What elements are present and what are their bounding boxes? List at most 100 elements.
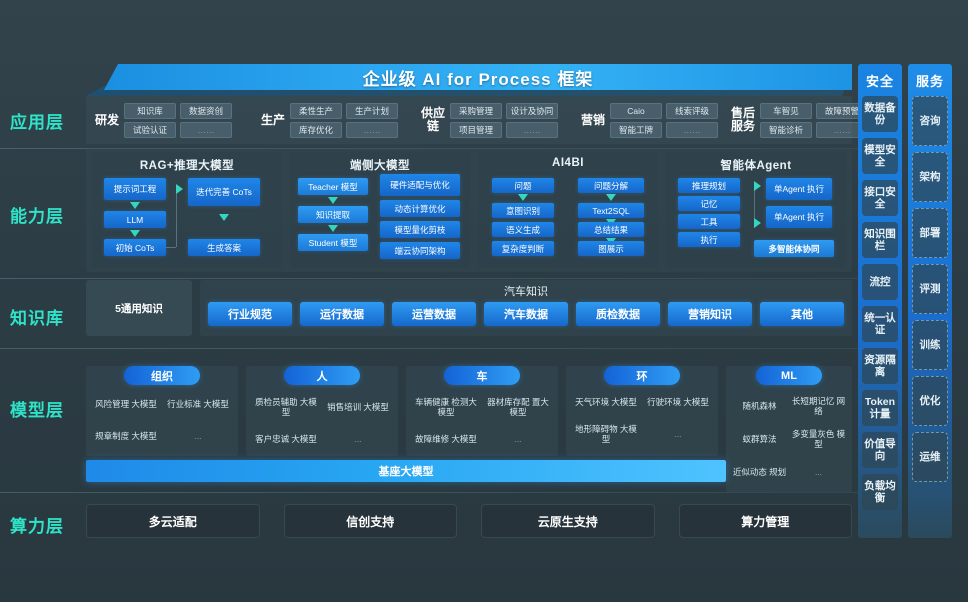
model-card-ml[interactable]: ML 随机森林 长短期记忆 网络 蚁群算法 多变量灰色 模型 近似动态 规划 .… [726,366,852,492]
capability-panel-rag[interactable]: RAG+推理大模型 提示词工程 LLM 初始 CoTs 迭代完善 CoTs 生成… [92,152,282,268]
node-box[interactable]: 记忆 [678,196,740,211]
app-chip[interactable]: 试验认证 [124,121,176,138]
model-card-vehicle[interactable]: 车 车辆健康 检测大模型 器材库存配 置大模型 故障维修 大模型 ... [406,366,558,456]
model-cell[interactable]: 天气环境 大模型 [575,396,637,407]
node-box[interactable]: Teacher 模型 [298,178,368,195]
app-chip-more[interactable]: …… [180,121,232,138]
service-item[interactable]: 咨询 [912,96,948,146]
security-item[interactable]: 模型安全 [862,138,898,174]
app-chip[interactable]: 生产计划 [346,102,398,119]
app-group-production[interactable]: 生产 柔性生产 库存优化 生产计划 …… [252,96,412,144]
app-chip[interactable]: 数据资创 [180,102,232,119]
model-cell[interactable]: 故障维修 大模型 [415,433,477,444]
model-cell[interactable]: 销售培训 大模型 [327,401,389,412]
security-item[interactable]: 数据备份 [862,96,898,132]
model-cell-more[interactable]: ... [194,431,202,441]
model-cell-more[interactable]: ... [354,433,362,444]
compute-chip[interactable]: 云原生支持 [481,504,655,538]
node-box[interactable]: 问题 [492,178,554,193]
node-box[interactable]: Student 模型 [298,234,368,251]
knowledge-chip[interactable]: 汽车数据 [484,302,568,326]
app-chip[interactable]: 车智见 [760,102,812,119]
general-knowledge-box[interactable]: 5通用知识 [86,280,192,336]
node-box[interactable]: 问题分解 [578,178,644,193]
app-chip[interactable]: 知识库 [124,102,176,119]
app-chip[interactable]: 线索评级 [666,102,718,119]
model-cell-more[interactable]: ... [674,428,682,439]
model-cell[interactable]: 蚁群算法 [742,433,777,444]
app-group-after-sales[interactable]: 售后服务 车智见 智能诊析 故障预警 …… [722,96,868,144]
node-box[interactable]: 端云协同架构 [380,242,460,259]
model-card-people[interactable]: 人 质检员辅助 大模型 销售培训 大模型 客户忠诚 大模型 ... [246,366,398,456]
security-item[interactable]: 统一认证 [862,306,898,342]
compute-chip[interactable]: 算力管理 [678,504,852,538]
knowledge-chip[interactable]: 其他 [760,302,844,326]
knowledge-chip[interactable]: 运行数据 [300,302,384,326]
node-box[interactable]: 多智能体协同 [754,240,834,257]
node-box[interactable]: 知识提取 [298,206,368,223]
service-item[interactable]: 架构 [912,152,948,202]
node-box[interactable]: 硬件适配与优化 [380,174,460,196]
node-box[interactable]: 推理规划 [678,178,740,193]
model-cell[interactable]: 器材库存配 置大模型 [487,396,549,417]
app-chip-more[interactable]: …… [666,121,718,138]
model-cell[interactable]: 质检员辅助 大模型 [255,396,317,417]
node-box[interactable]: 单Agent 执行 [766,206,832,228]
security-item[interactable]: 资源隔离 [862,348,898,384]
app-group-supply-chain[interactable]: 供应链 采购管理 项目管理 设计及协同 …… [412,96,572,144]
app-chip[interactable]: 故障预警 [816,102,868,119]
node-box[interactable]: 初始 CoTs [104,239,166,256]
capability-panel-edge[interactable]: 端侧大模型 Teacher 模型 知识提取 Student 模型 硬件适配与优化… [290,152,470,268]
security-item[interactable]: 流控 [862,264,898,300]
service-item[interactable]: 训练 [912,320,948,370]
node-box[interactable]: 意图识别 [492,203,554,218]
security-item[interactable]: 价值导向 [862,432,898,468]
model-cell[interactable]: 规章制度 大模型 [95,431,157,441]
node-box[interactable]: 动态计算优化 [380,200,460,217]
app-group-marketing[interactable]: 营销 Caio 智能工牌 线索评级 …… [572,96,722,144]
model-cell[interactable]: 地形障碍物 大模型 [575,423,637,444]
app-chip-more[interactable]: …… [506,121,558,138]
model-card-environment[interactable]: 环 天气环境 大模型 行驶环境 大模型 地形障碍物 大模型 ... [566,366,718,456]
node-box[interactable]: 图展示 [578,241,644,256]
model-cell[interactable]: 风险管理 大模型 [95,399,157,409]
model-cell[interactable]: 随机森林 [742,401,777,412]
capability-panel-ai4bi[interactable]: AI4BI 问题 意图识别 语义生成 复杂度判断 问题分解 Text2SQL 总… [478,152,658,268]
app-group-rd[interactable]: 研发 知识库 试验认证 数据资创 …… [86,96,252,144]
service-item[interactable]: 评测 [912,264,948,314]
model-cell-more[interactable]: ... [814,466,823,477]
node-box[interactable]: 工具 [678,214,740,229]
compute-chip[interactable]: 信创支持 [283,504,457,538]
app-chip[interactable]: 智能诊析 [760,121,812,138]
service-item[interactable]: 优化 [912,376,948,426]
service-item[interactable]: 运维 [912,432,948,482]
model-card-org[interactable]: 组织 风险管理 大模型 行业标准 大模型 规章制度 大模型 ... [86,366,238,456]
node-box[interactable]: 执行 [678,232,740,247]
model-cell[interactable]: 长短期记忆 网络 [791,396,846,417]
model-cell[interactable]: 客户忠诚 大模型 [255,433,317,444]
node-box[interactable]: 复杂度判断 [492,241,554,256]
node-box[interactable]: 提示词工程 [104,178,166,200]
security-item[interactable]: Token计量 [862,390,898,426]
security-item[interactable]: 知识围栏 [862,222,898,258]
app-chip[interactable]: 库存优化 [290,121,342,138]
service-item[interactable]: 部署 [912,208,948,258]
knowledge-chip[interactable]: 质检数据 [576,302,660,326]
node-box[interactable]: 语义生成 [492,222,554,237]
node-box[interactable]: 生成答案 [188,239,260,256]
node-box[interactable]: 模型量化剪枝 [380,221,460,238]
app-chip[interactable]: 柔性生产 [290,102,342,119]
node-box[interactable]: 单Agent 执行 [766,178,832,200]
model-cell[interactable]: 多变量灰色 模型 [791,428,846,449]
model-cell-more[interactable]: ... [514,433,522,444]
app-chip-more[interactable]: …… [346,121,398,138]
node-box[interactable]: 总结结果 [578,222,644,237]
model-cell[interactable]: 近似动态 规划 [732,466,787,477]
node-box[interactable]: LLM [104,211,166,228]
app-chip[interactable]: 设计及协同 [506,102,558,119]
app-chip[interactable]: 智能工牌 [610,121,662,138]
node-box[interactable]: 迭代完善 CoTs [188,178,260,206]
security-item[interactable]: 负载均衡 [862,474,898,510]
knowledge-chip[interactable]: 运营数据 [392,302,476,326]
base-model-bar[interactable]: 基座大模型 [86,460,726,482]
